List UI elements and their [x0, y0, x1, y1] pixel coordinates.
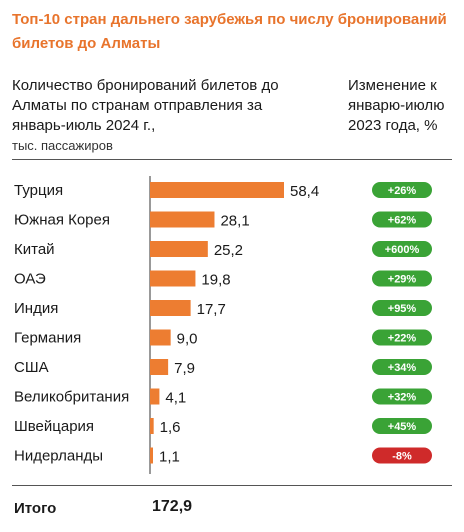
chart-subtitle: Количество бронирований билетов до Алмат…: [12, 76, 312, 156]
chart-title: Топ-10 стран дальнего зарубежья по числу…: [12, 11, 447, 52]
change-label: +29%: [388, 274, 417, 286]
value-label: 28,1: [220, 213, 249, 230]
subtitle-text: Количество бронирований билетов до Алмат…: [12, 77, 279, 134]
value-label: 58,4: [290, 183, 319, 200]
change-badge: [372, 418, 432, 434]
change-badge: [372, 447, 432, 464]
category-label: Швейцария: [14, 418, 94, 435]
bar: [150, 241, 208, 257]
change-label: -8%: [392, 451, 412, 463]
change-badge: [372, 359, 432, 375]
category-label: Китай: [14, 241, 55, 258]
category-label: ОАЭ: [14, 271, 46, 288]
change-column-header: Изменение к январю-июлю 2023 года, %: [348, 77, 445, 134]
value-label: 25,2: [214, 242, 243, 259]
change-badge: [372, 329, 432, 346]
change-label: +95%: [388, 303, 417, 315]
category-label: США: [14, 359, 49, 376]
change-badge: [372, 270, 432, 287]
value-label: 1,6: [160, 419, 181, 436]
value-label: 17,7: [197, 301, 226, 318]
total-label: Итого: [14, 500, 57, 517]
value-label: 9,0: [177, 331, 198, 348]
value-label: 4,1: [165, 390, 186, 407]
bar: [150, 359, 169, 375]
change-label: +45%: [388, 421, 417, 433]
bar: [150, 270, 196, 287]
change-badge: [372, 388, 432, 405]
value-label: 1,1: [159, 449, 180, 466]
change-badge: [372, 182, 432, 198]
category-label: Турция: [14, 182, 63, 199]
category-label: Германия: [14, 330, 81, 347]
bar: [150, 447, 153, 464]
change-label: +22%: [388, 333, 417, 345]
change-label: +26%: [388, 185, 417, 197]
change-label: +34%: [388, 362, 417, 374]
header-divider: [12, 159, 452, 160]
category-label: Индия: [14, 300, 58, 317]
change-label: +62%: [388, 215, 417, 227]
category-label: Нидерланды: [14, 448, 103, 465]
change-label: +600%: [385, 244, 420, 256]
unit-label: тыс. пассажиров: [12, 138, 113, 153]
category-label: Великобритания: [14, 389, 129, 406]
bar: [150, 211, 215, 228]
bar: [150, 300, 191, 316]
value-label: 7,9: [174, 360, 195, 377]
change-badge: [372, 241, 432, 257]
change-badge: [372, 211, 432, 228]
change-badge: [372, 300, 432, 316]
total-divider: [12, 485, 452, 486]
bar: [150, 418, 154, 434]
total-value: 172,9: [152, 498, 193, 515]
change-label: +32%: [388, 392, 417, 404]
bar: [150, 329, 171, 346]
category-label: Южная Корея: [14, 212, 110, 229]
value-label: 19,8: [201, 272, 230, 289]
bar: [150, 182, 284, 198]
bar: [150, 388, 160, 405]
